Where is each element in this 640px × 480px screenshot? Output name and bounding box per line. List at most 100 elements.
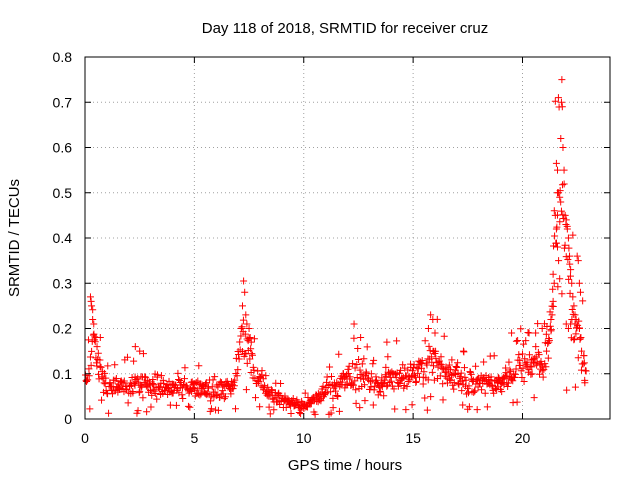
data-point xyxy=(88,302,96,310)
data-point xyxy=(241,349,249,357)
data-point xyxy=(361,397,369,405)
data-point xyxy=(335,407,343,415)
data-point xyxy=(582,367,590,375)
data-point xyxy=(152,390,160,398)
data-point xyxy=(232,405,240,413)
data-point xyxy=(555,189,563,197)
data-point xyxy=(203,389,211,397)
data-point xyxy=(120,377,128,385)
data-point xyxy=(89,306,97,314)
data-point xyxy=(504,382,512,390)
x-tick-label: 20 xyxy=(515,430,531,446)
data-point xyxy=(558,181,566,189)
data-point xyxy=(373,376,381,384)
data-point xyxy=(227,390,235,398)
data-point xyxy=(560,166,568,174)
data-point xyxy=(110,387,118,395)
data-point xyxy=(333,392,341,400)
data-point xyxy=(564,234,572,242)
data-point xyxy=(141,373,149,381)
data-point xyxy=(490,389,498,397)
data-point xyxy=(85,365,93,373)
data-point xyxy=(459,401,467,409)
data-point xyxy=(349,360,357,368)
data-point xyxy=(556,193,564,201)
data-point xyxy=(537,357,545,365)
data-point xyxy=(207,397,215,405)
data-point xyxy=(134,374,142,382)
data-point xyxy=(544,354,552,362)
data-point xyxy=(554,283,562,291)
data-point xyxy=(562,253,570,261)
data-point xyxy=(435,357,443,365)
data-point xyxy=(567,266,575,274)
data-point xyxy=(130,357,138,365)
data-point xyxy=(221,393,229,401)
data-point xyxy=(354,345,362,353)
data-point xyxy=(526,362,534,370)
data-point xyxy=(237,332,245,340)
data-point xyxy=(421,337,429,345)
data-point xyxy=(245,334,253,342)
data-point xyxy=(356,404,364,412)
data-point xyxy=(102,374,110,382)
data-point xyxy=(557,198,565,206)
data-point xyxy=(542,330,550,338)
data-point xyxy=(246,355,254,363)
data-point xyxy=(423,361,431,369)
data-point xyxy=(472,362,480,370)
data-point xyxy=(551,97,559,105)
data-point xyxy=(458,387,466,395)
data-point xyxy=(401,364,409,372)
y-tick-label: 0.2 xyxy=(53,321,73,337)
data-point xyxy=(575,279,583,287)
data-point xyxy=(379,380,387,388)
data-point xyxy=(94,349,102,357)
data-point xyxy=(408,401,416,409)
data-point xyxy=(538,325,546,332)
data-point xyxy=(327,388,335,396)
data-point xyxy=(487,373,495,381)
data-point xyxy=(266,390,274,398)
data-point xyxy=(241,288,249,296)
data-point xyxy=(101,380,109,388)
data-point xyxy=(398,374,406,382)
data-point xyxy=(547,315,555,323)
data-point xyxy=(105,409,113,417)
data-point xyxy=(83,378,91,386)
data-point xyxy=(351,364,359,372)
data-point xyxy=(157,372,165,380)
data-point xyxy=(481,389,489,397)
chart-title: Day 118 of 2018, SRMTID for receiver cru… xyxy=(202,20,489,37)
data-point xyxy=(572,315,580,323)
data-point xyxy=(454,359,462,367)
data-point xyxy=(281,392,289,400)
data-point xyxy=(353,361,361,369)
data-point xyxy=(579,360,587,368)
data-point xyxy=(316,396,324,404)
data-point xyxy=(196,391,204,399)
data-point xyxy=(391,405,399,413)
data-point xyxy=(556,275,564,283)
data-point xyxy=(147,403,155,411)
data-point xyxy=(511,374,519,382)
data-point xyxy=(335,350,343,358)
data-point xyxy=(508,329,516,337)
data-point xyxy=(264,383,272,391)
x-tick-labels: 0 5 10 15 20 xyxy=(81,430,530,446)
data-point xyxy=(515,351,523,359)
data-point xyxy=(252,394,260,402)
data-point xyxy=(428,368,436,376)
data-point xyxy=(499,373,507,381)
data-point xyxy=(450,385,458,393)
data-point xyxy=(579,297,587,305)
data-point xyxy=(406,376,414,384)
data-point xyxy=(512,365,520,373)
data-point xyxy=(441,372,449,380)
data-point xyxy=(372,373,380,381)
data-point xyxy=(412,378,420,386)
data-point xyxy=(297,410,305,418)
data-point xyxy=(559,144,567,151)
data-point xyxy=(265,403,273,411)
data-point xyxy=(430,376,438,384)
